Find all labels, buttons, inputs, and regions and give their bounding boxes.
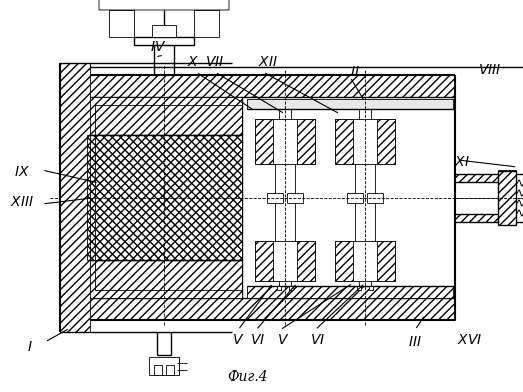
Bar [377,241,395,281]
Bar [149,357,179,375]
Bar [87,135,242,260]
Bar [65,75,87,320]
Text: Фиг.4: Фиг.4 [228,370,268,384]
Text: $XIII$: $XIII$ [10,195,34,209]
Text: $II$: $II$ [350,65,360,79]
Text: $III$: $III$ [408,335,422,349]
Text: $X$: $X$ [187,55,199,69]
Bar [455,214,502,222]
Circle shape [171,38,177,44]
Text: $I$: $I$ [27,340,33,354]
Bar [335,241,395,281]
Bar [247,286,453,298]
Bar [87,260,242,298]
Bar [335,119,395,164]
Bar [497,170,516,225]
Bar [134,37,194,45]
Bar [255,241,315,281]
Bar [255,119,315,164]
Text: $VIII$: $VIII$ [479,63,502,77]
Text: $VI$: $VI$ [251,333,266,347]
Bar [255,119,273,164]
Bar [166,365,174,375]
Bar [357,286,361,290]
Text: $XVI$: $XVI$ [457,333,483,347]
Bar [152,25,176,37]
Text: $VI$: $VI$ [310,333,326,347]
Circle shape [165,367,171,373]
Text: $V$: $V$ [277,333,289,347]
Text: $XI$: $XI$ [454,155,470,169]
Circle shape [156,367,162,373]
Polygon shape [109,10,134,37]
Text: $IV$: $IV$ [150,40,166,54]
Bar [87,97,242,135]
Bar [369,286,373,290]
Bar [255,241,273,281]
Bar [95,105,242,290]
Bar [247,99,453,109]
Bar [60,63,90,332]
Bar [277,286,281,290]
Polygon shape [194,10,219,37]
Bar [289,286,293,290]
Text: $XII$: $XII$ [258,55,278,69]
Bar [335,119,353,164]
Bar [335,241,353,281]
Bar [297,119,315,164]
Bar [455,174,502,182]
Bar [65,75,455,97]
Bar [87,135,242,260]
Bar [65,298,455,320]
Polygon shape [99,0,229,10]
Circle shape [151,38,157,44]
Text: $VII$: $VII$ [206,55,225,69]
Bar [154,365,162,375]
Text: $V$: $V$ [232,333,244,347]
Text: $IX$: $IX$ [14,165,30,179]
Bar [377,119,395,164]
Bar [297,241,315,281]
